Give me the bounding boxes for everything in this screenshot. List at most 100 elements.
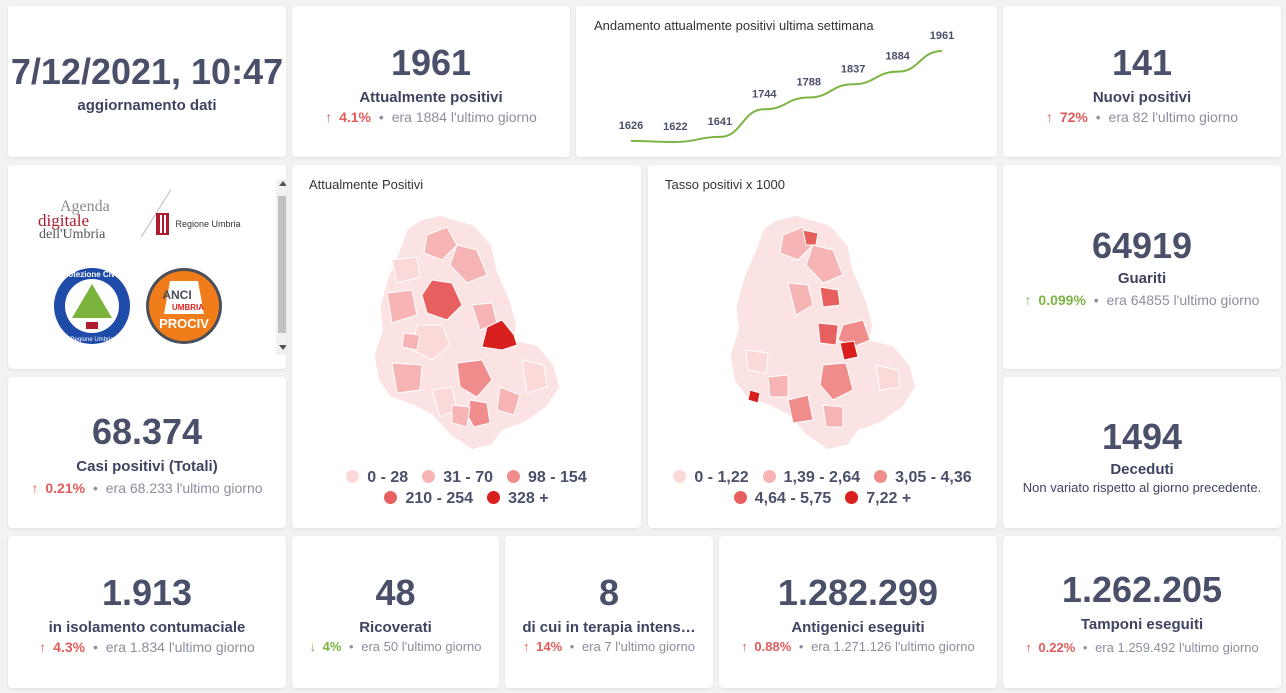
tamponi-prev: era 1.259.492 <box>1095 640 1176 655</box>
legend-item[interactable]: 0 - 1,22 <box>673 467 749 488</box>
legend-label: 0 - 28 <box>367 469 409 486</box>
legend-label: 98 - 154 <box>528 469 587 486</box>
map-attuali-title: Attualmente Positivi <box>309 177 424 192</box>
isolamento-pct: 4.3% <box>53 639 86 655</box>
legend-swatch <box>874 470 888 483</box>
map-attuali-card: Attualmente Positivi 0 - 28 31 - 70 98 - 1… <box>292 165 641 528</box>
legend-item[interactable]: 328 + <box>487 488 549 509</box>
trend-title: Andamento attualmente positivi ultima se… <box>594 18 874 33</box>
deceduti-note: Non variato rispetto al giorno precedent… <box>1022 480 1262 495</box>
ricoverati-delta: ↓ 4% • era 50 l'ultimo giorno <box>292 639 499 654</box>
dot-icon: • <box>92 639 98 655</box>
map-tasso-legend: 0 - 1,22 1,39 - 2,64 3,05 - 4,36 4,64 - 5,7… <box>648 467 997 509</box>
legend-label: 3,05 - 4,36 <box>895 469 972 486</box>
antigenici-label: Antigenici eseguiti <box>791 619 925 636</box>
guariti-label: Guariti <box>1117 270 1167 287</box>
guariti-suffix: l'ultimo giorno <box>1173 292 1260 308</box>
terapia-card: 8 di cui in terapia intens… ↑ 14% • era … <box>505 536 713 688</box>
logos-scrollbar[interactable] <box>276 179 286 355</box>
arrow-up-icon: ↑ <box>31 480 39 496</box>
isolamento-suffix: l'ultimo giorno <box>168 639 255 655</box>
trend-value-label: 1788 <box>796 76 820 88</box>
svg-text:Regione Umbria: Regione Umbria <box>70 337 114 343</box>
legend-swatch <box>507 470 520 483</box>
agenda-digitale-logo: Agenda digitale dell'Umbria <box>38 198 110 242</box>
legend-swatch <box>673 470 687 483</box>
ricoverati-value: 48 <box>375 572 416 613</box>
arrow-up-icon: ↑ <box>1024 292 1032 308</box>
legend-item[interactable]: 4,64 - 5,75 <box>733 488 831 509</box>
legend-item[interactable]: 210 - 254 <box>384 488 473 509</box>
tamponi-value: 1.262.205 <box>1061 569 1223 610</box>
legend-swatch <box>733 491 747 504</box>
ricoverati-label: Ricoverati <box>359 619 432 636</box>
antigenici-delta: ↑ 0.88% • era 1.271.126 l'ultimo giorno <box>719 639 997 654</box>
umbria-map-attuali[interactable] <box>292 165 641 528</box>
dot-icon: • <box>569 639 575 654</box>
protezione-civile-logo: Protezione Civile Regione Umbria <box>54 268 130 344</box>
umbria-outline <box>373 214 561 451</box>
map-tasso-title: Tasso positivi x 1000 <box>665 177 785 192</box>
municipality-cells <box>386 226 548 428</box>
scroll-down-icon[interactable] <box>279 345 286 350</box>
trend-sparkline: 1626 1622 1641 1744 1788 1837 1884 1961 <box>619 30 954 144</box>
guariti-value: 64919 <box>1091 225 1193 266</box>
legend-label: 31 - 70 <box>443 469 493 486</box>
isolamento-label: in isolamento contumaciale <box>48 619 246 636</box>
svg-text:ANCI: ANCI <box>162 288 191 302</box>
attuali-value: 1961 <box>390 42 472 83</box>
arrow-up-icon: ↑ <box>522 639 530 654</box>
arrow-up-icon: ↑ <box>1025 640 1032 655</box>
casi-pct: 0.21% <box>45 480 86 496</box>
terapia-prev: era 7 <box>581 639 612 654</box>
logos-card: Agenda digitale dell'Umbria Regione Umbr… <box>8 165 286 369</box>
arrow-up-icon: ↑ <box>325 109 333 125</box>
terapia-pct: 14% <box>536 639 563 654</box>
legend-item[interactable]: 31 - 70 <box>422 467 493 488</box>
trend-value-label: 1961 <box>930 30 954 42</box>
isolamento-prev: era 1.834 <box>105 639 165 655</box>
trend-card: Andamento attualmente positivi ultima se… <box>576 6 997 157</box>
legend-item[interactable]: 7,22 + <box>845 488 911 509</box>
trend-value-label: 1622 <box>663 121 687 133</box>
dot-icon: • <box>92 480 98 496</box>
arrow-up-icon: ↑ <box>741 639 748 654</box>
dot-icon: • <box>798 639 804 654</box>
attuali-label: Attualmente positivi <box>359 89 503 106</box>
trend-value-label: 1884 <box>885 51 910 63</box>
nuovi-pct: 72% <box>1059 109 1088 125</box>
dot-icon: • <box>378 109 384 125</box>
casi-suffix: l'ultimo giorno <box>176 480 263 496</box>
legend-item[interactable]: 0 - 28 <box>346 467 408 488</box>
nuovi-suffix: l'ultimo giorno <box>1152 109 1239 125</box>
legend-item[interactable]: 1,39 - 2,64 <box>762 467 861 488</box>
umbria-map-tasso[interactable] <box>648 165 997 528</box>
trend-value-label: 1626 <box>619 120 643 132</box>
attuali-pct: 4.1% <box>339 109 371 125</box>
nuovi-card: 141 Nuovi positivi ↑ 72% • era 82 l'ulti… <box>1003 6 1281 157</box>
legend-item[interactable]: 98 - 154 <box>507 467 587 488</box>
regione-umbria-emblem-icon <box>156 213 169 235</box>
ricoverati-pct: 4% <box>322 639 342 654</box>
legend-label: 7,22 + <box>866 490 912 507</box>
legend-item[interactable]: 3,05 - 4,36 <box>874 467 972 488</box>
scrollbar-thumb[interactable] <box>278 196 286 333</box>
casi-card: 68.374 Casi positivi (Totali) ↑ 0.21% • … <box>8 377 286 528</box>
legend-label: 210 - 254 <box>405 490 474 507</box>
legend-label: 1,39 - 2,64 <box>783 469 861 486</box>
nuovi-delta: ↑ 72% • era 82 l'ultimo giorno <box>1003 109 1281 125</box>
legend-swatch <box>487 491 501 504</box>
guariti-delta: ↑ 0.099% • era 64855 l'ultimo giorno <box>1003 292 1281 308</box>
nuovi-prev: era 82 <box>1108 109 1149 125</box>
antigenici-pct: 0.88% <box>754 639 792 654</box>
attuali-delta: ↑ 4.1% • era 1884 l'ultimo giorno <box>292 109 570 125</box>
legend-swatch <box>762 470 776 483</box>
scroll-up-icon[interactable] <box>279 181 286 186</box>
terapia-value: 8 <box>598 572 620 613</box>
casi-delta: ↑ 0.21% • era 68.233 l'ultimo giorno <box>8 480 286 496</box>
casi-label: Casi positivi (Totali) <box>76 458 218 475</box>
update-datetime: 7/12/2021, 10:47 <box>10 51 284 92</box>
arrow-up-icon: ↑ <box>39 639 47 655</box>
nuovi-value: 141 <box>1111 42 1173 83</box>
guariti-pct: 0.099% <box>1038 292 1086 308</box>
